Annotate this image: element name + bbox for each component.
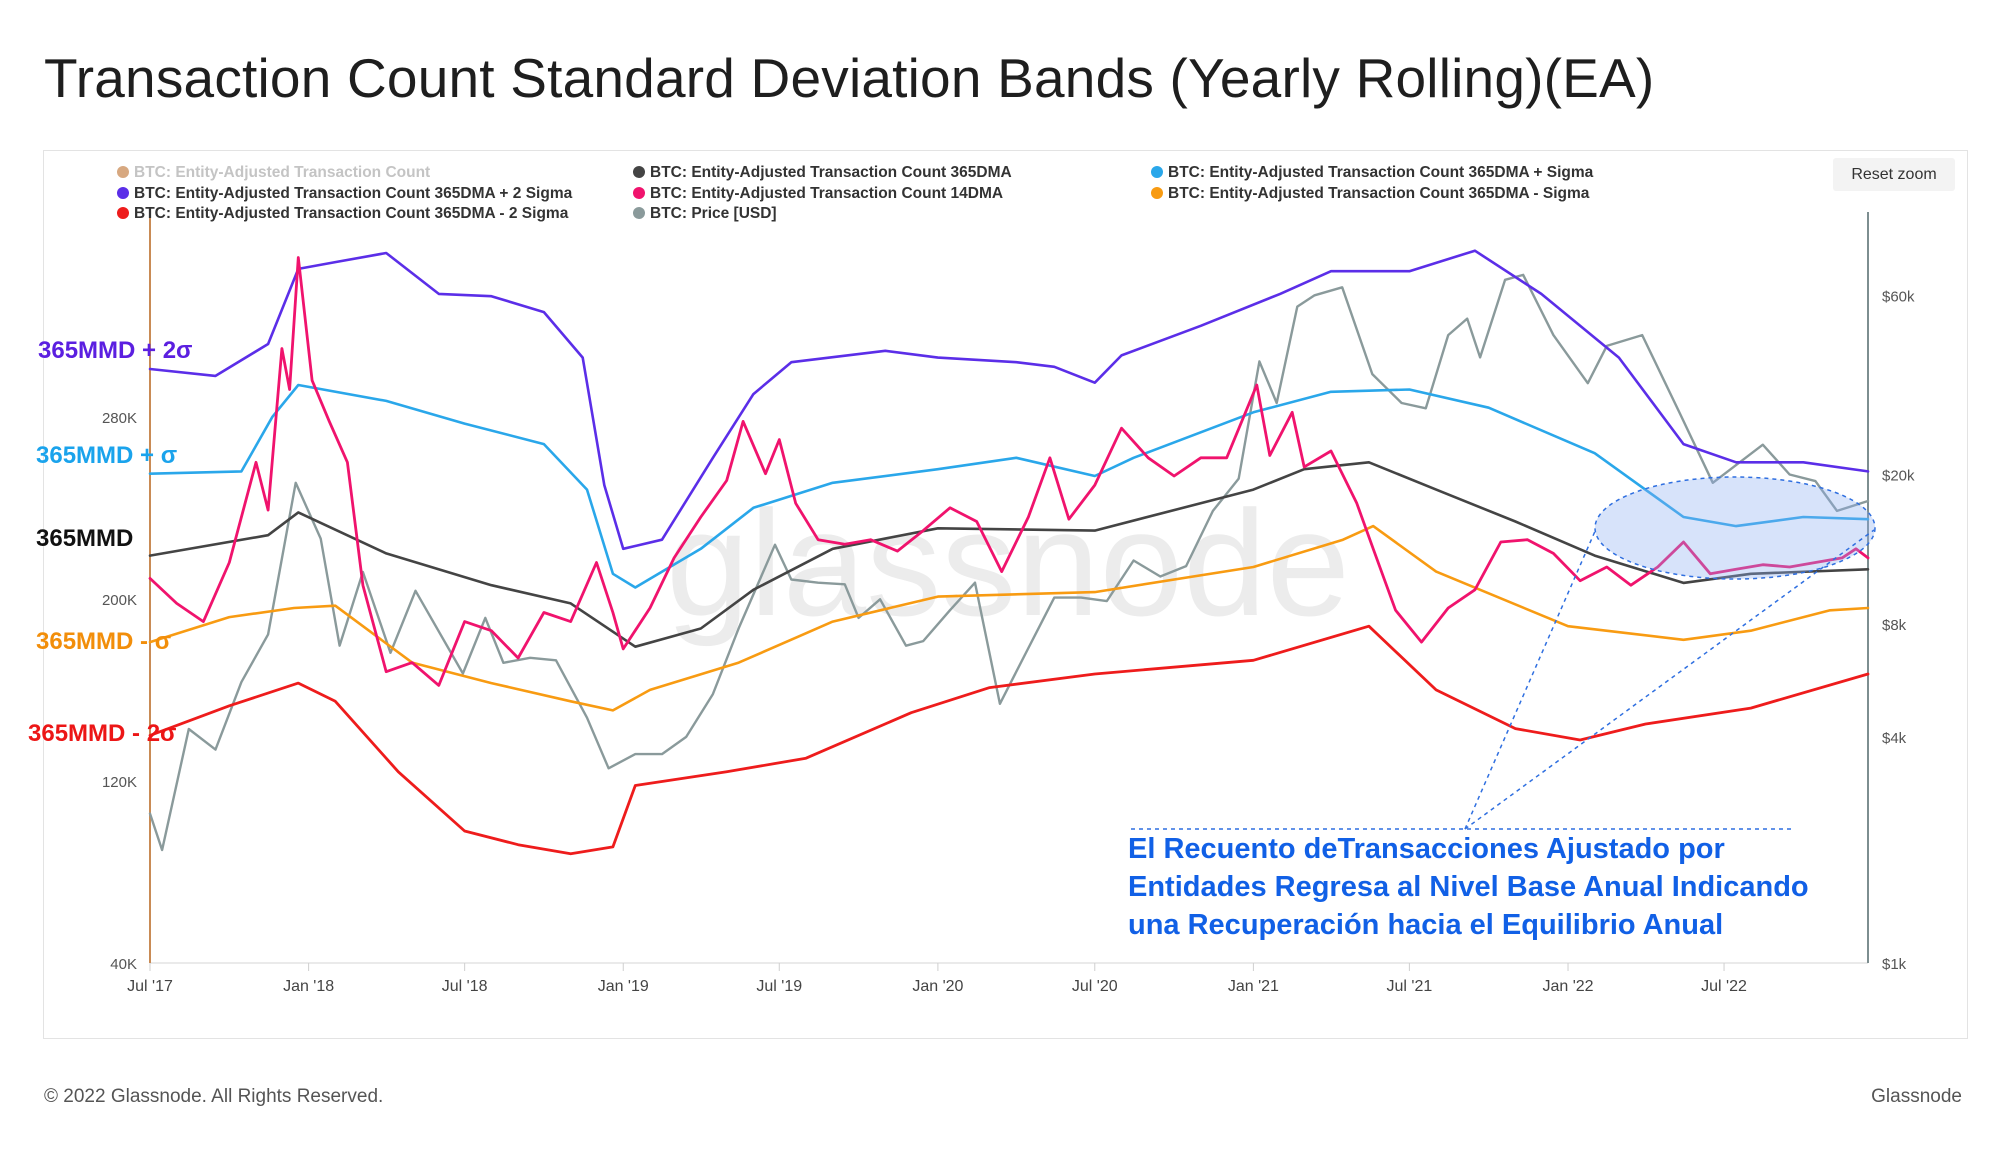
- legend-marker: [633, 187, 645, 199]
- legend-item-label: BTC: Entity-Adjusted Transaction Count 1…: [650, 185, 1003, 202]
- page-title: Transaction Count Standard Deviation Ban…: [44, 47, 1655, 109]
- x-tick-label: Jan '20: [912, 978, 963, 995]
- band-label-plus-2sigma: 365MMD + 2σ: [38, 337, 193, 364]
- series-line-sd1m: [148, 524, 1870, 712]
- y-right-tick-label: $20k: [1882, 467, 1915, 484]
- y-left-tick-label: 40K: [110, 956, 137, 973]
- y-right-tick-label: $1k: [1882, 956, 1907, 973]
- y-left-tick-label: 280K: [102, 410, 137, 427]
- x-tick-label: Jan '21: [1228, 978, 1279, 995]
- series-line-mean: [148, 461, 1870, 648]
- x-tick-label: Jan '19: [598, 978, 649, 995]
- annotation-pointer-right: [1464, 529, 1875, 830]
- band-label-minus-sigma: 365MMD - σ: [36, 628, 172, 655]
- legend-item-label: BTC: Entity-Adjusted Transaction Count: [134, 164, 430, 181]
- legend-marker: [633, 207, 645, 219]
- annotation-text: El Recuento deTransacciones Ajustado por…: [1128, 833, 1809, 941]
- legend-item-label: BTC: Price [USD]: [650, 205, 777, 222]
- series-line-tx14: [148, 256, 1870, 687]
- x-tick-label: Jul '22: [1701, 978, 1747, 995]
- legend-item-label: BTC: Entity-Adjusted Transaction Count 3…: [650, 164, 1012, 181]
- watermark-text: glassnode: [666, 479, 1350, 647]
- footer-copyright: © 2022 Glassnode. All Rights Reserved.: [44, 1086, 384, 1107]
- x-tick-label: Jan '22: [1542, 978, 1593, 995]
- legend-marker: [1151, 187, 1163, 199]
- y-right-tick-label: $60k: [1882, 288, 1915, 305]
- legend-item-label: BTC: Entity-Adjusted Transaction Count 3…: [1168, 185, 1590, 202]
- x-tick-label: Jul '19: [756, 978, 802, 995]
- legend-marker: [117, 207, 129, 219]
- band-label-mean: 365MMD: [36, 525, 134, 552]
- x-tick-label: Jul '20: [1072, 978, 1118, 995]
- series-line-sd1p: [148, 383, 1870, 589]
- band-label-plus-sigma: 365MMD + σ: [36, 442, 178, 469]
- legend-marker: [117, 187, 129, 199]
- legend-marker: [1151, 166, 1163, 178]
- annotation-pointer-left: [1464, 528, 1597, 830]
- reset-zoom-button[interactable]: Reset zoom: [1833, 158, 1955, 191]
- series-line-sd2m: [148, 624, 1870, 856]
- legend-marker: [633, 166, 645, 178]
- legend-marker: [117, 166, 129, 178]
- legend-item-label: BTC: Entity-Adjusted Transaction Count 3…: [134, 185, 573, 202]
- legend-item-label: BTC: Entity-Adjusted Transaction Count 3…: [1168, 164, 1594, 181]
- x-tick-label: Jul '18: [442, 978, 488, 995]
- band-label-minus-2sigma: 365MMD - 2σ: [28, 720, 177, 747]
- highlight-ellipse: [1594, 476, 1876, 580]
- series-line-price: [148, 273, 1870, 852]
- footer-brand: Glassnode: [1871, 1086, 1962, 1107]
- y-right-tick-label: $8k: [1882, 617, 1907, 634]
- y-left-tick-label: 120K: [102, 774, 137, 791]
- series-line-sd2p: [148, 249, 1870, 551]
- x-tick-label: Jan '18: [283, 978, 334, 995]
- y-left-tick-label: 200K: [102, 592, 137, 609]
- legend-item-label: BTC: Entity-Adjusted Transaction Count 3…: [134, 205, 569, 222]
- x-tick-label: Jul '21: [1387, 978, 1433, 995]
- y-right-tick-label: $4k: [1882, 730, 1907, 747]
- x-tick-label: Jul '17: [127, 978, 173, 995]
